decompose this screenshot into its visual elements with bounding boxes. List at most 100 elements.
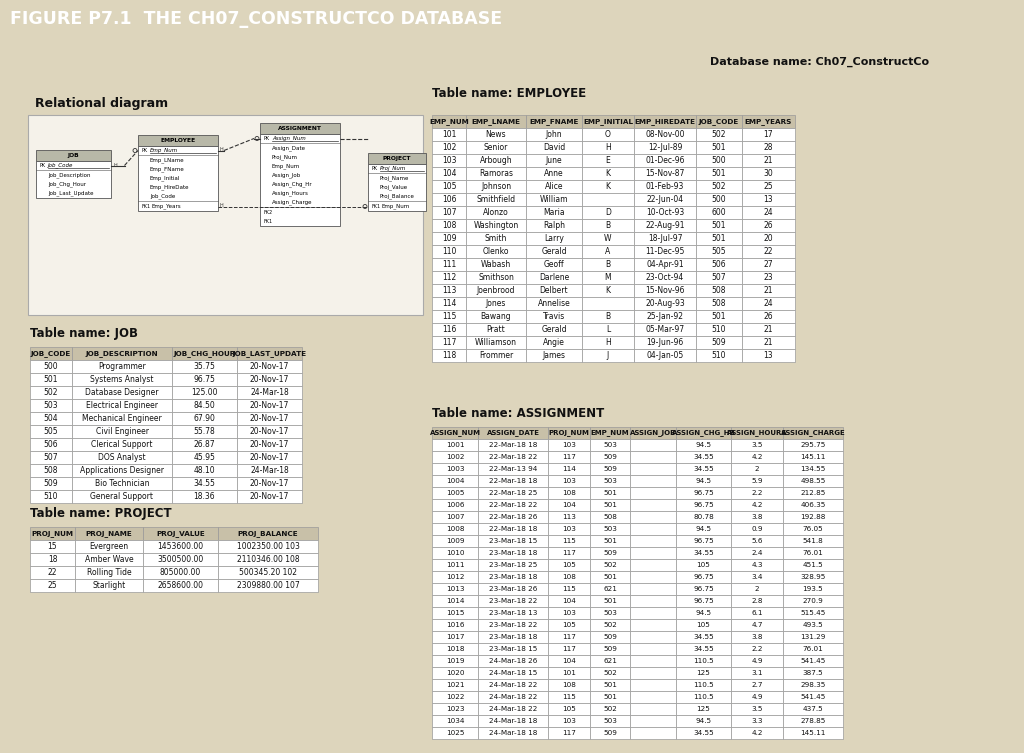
Bar: [731, 655, 783, 667]
Bar: [696, 310, 742, 323]
Bar: [590, 559, 630, 571]
Text: Table name: PROJECT: Table name: PROJECT: [30, 507, 172, 520]
Text: Wabash: Wabash: [481, 260, 511, 269]
Bar: [432, 258, 466, 271]
Bar: [30, 360, 72, 373]
Text: 500: 500: [44, 362, 58, 371]
Bar: [742, 245, 795, 258]
Bar: [548, 475, 590, 487]
Bar: [742, 297, 795, 310]
Bar: [676, 511, 731, 523]
Bar: [696, 154, 742, 167]
Text: 387.5: 387.5: [803, 670, 823, 676]
Bar: [696, 115, 742, 128]
Bar: [634, 336, 696, 349]
Text: PK: PK: [371, 166, 377, 171]
Text: ASSIGN_CHG_HR: ASSIGN_CHG_HR: [672, 429, 735, 437]
Text: 451.5: 451.5: [803, 562, 823, 568]
Text: 104: 104: [562, 502, 575, 508]
Bar: [30, 399, 72, 412]
Bar: [432, 463, 478, 475]
Text: 105: 105: [562, 562, 575, 568]
Text: Smithson: Smithson: [478, 273, 514, 282]
Text: 110.5: 110.5: [693, 694, 714, 700]
Bar: [30, 553, 75, 566]
Text: ASSIGN_DATE: ASSIGN_DATE: [486, 429, 540, 437]
Text: Assign_Job: Assign_Job: [272, 172, 301, 178]
Bar: [676, 499, 731, 511]
Text: 23-Mar-18 22: 23-Mar-18 22: [488, 622, 538, 628]
Bar: [526, 271, 582, 284]
Text: 117: 117: [562, 550, 575, 556]
Text: 05-Mar-97: 05-Mar-97: [645, 325, 685, 334]
Text: 3.4: 3.4: [752, 574, 763, 580]
Text: JOB_CHG_HOUR: JOB_CHG_HOUR: [173, 350, 236, 357]
Bar: [783, 619, 843, 631]
Bar: [526, 141, 582, 154]
Text: 1018: 1018: [445, 646, 464, 652]
Bar: [731, 727, 783, 739]
Bar: [548, 607, 590, 619]
Text: Relational diagram: Relational diagram: [35, 97, 168, 110]
Bar: [590, 703, 630, 715]
Bar: [696, 245, 742, 258]
Bar: [478, 439, 548, 451]
Bar: [630, 535, 676, 547]
Text: 103: 103: [562, 610, 575, 616]
Bar: [731, 451, 783, 463]
Text: Olenko: Olenko: [482, 247, 509, 256]
Bar: [432, 128, 466, 141]
Bar: [696, 323, 742, 336]
Bar: [590, 499, 630, 511]
Text: FK1: FK1: [371, 204, 380, 209]
Bar: [548, 559, 590, 571]
Text: 19-Jun-96: 19-Jun-96: [646, 338, 684, 347]
Bar: [368, 153, 426, 164]
Bar: [478, 655, 548, 667]
Text: Frommer: Frommer: [479, 351, 513, 360]
Bar: [548, 523, 590, 535]
Bar: [466, 297, 526, 310]
Bar: [742, 167, 795, 180]
Bar: [676, 559, 731, 571]
Text: 501: 501: [712, 312, 726, 321]
Text: J: J: [607, 351, 609, 360]
Text: 125.00: 125.00: [191, 388, 218, 397]
Text: EMP_HIREDATE: EMP_HIREDATE: [635, 118, 695, 125]
Text: 600: 600: [712, 208, 726, 217]
Text: 34.55: 34.55: [693, 634, 714, 640]
Bar: [696, 141, 742, 154]
Text: 23-Mar-18 15: 23-Mar-18 15: [488, 538, 538, 544]
Text: 504: 504: [44, 414, 58, 423]
Text: 34.55: 34.55: [693, 466, 714, 472]
Bar: [466, 206, 526, 219]
Bar: [783, 583, 843, 595]
Text: 34.55: 34.55: [693, 646, 714, 652]
Bar: [75, 540, 143, 553]
Bar: [676, 583, 731, 595]
Text: H: H: [113, 163, 117, 168]
Bar: [75, 527, 143, 540]
Text: 21: 21: [764, 286, 773, 295]
Bar: [590, 475, 630, 487]
Text: 25: 25: [48, 581, 57, 590]
Bar: [731, 511, 783, 523]
Bar: [30, 477, 72, 490]
Bar: [432, 607, 478, 619]
Text: 34.55: 34.55: [693, 454, 714, 460]
Bar: [731, 583, 783, 595]
Bar: [630, 547, 676, 559]
Bar: [582, 297, 634, 310]
Text: Pratt: Pratt: [486, 325, 506, 334]
Text: Database Designer: Database Designer: [85, 388, 159, 397]
Bar: [75, 579, 143, 592]
Bar: [72, 347, 172, 360]
Bar: [75, 566, 143, 579]
Text: 13: 13: [764, 351, 773, 360]
Text: 503: 503: [44, 401, 58, 410]
Bar: [526, 206, 582, 219]
Text: 4.3: 4.3: [752, 562, 763, 568]
Text: 505: 505: [44, 427, 58, 436]
Bar: [630, 439, 676, 451]
Text: 20-Nov-17: 20-Nov-17: [250, 453, 289, 462]
